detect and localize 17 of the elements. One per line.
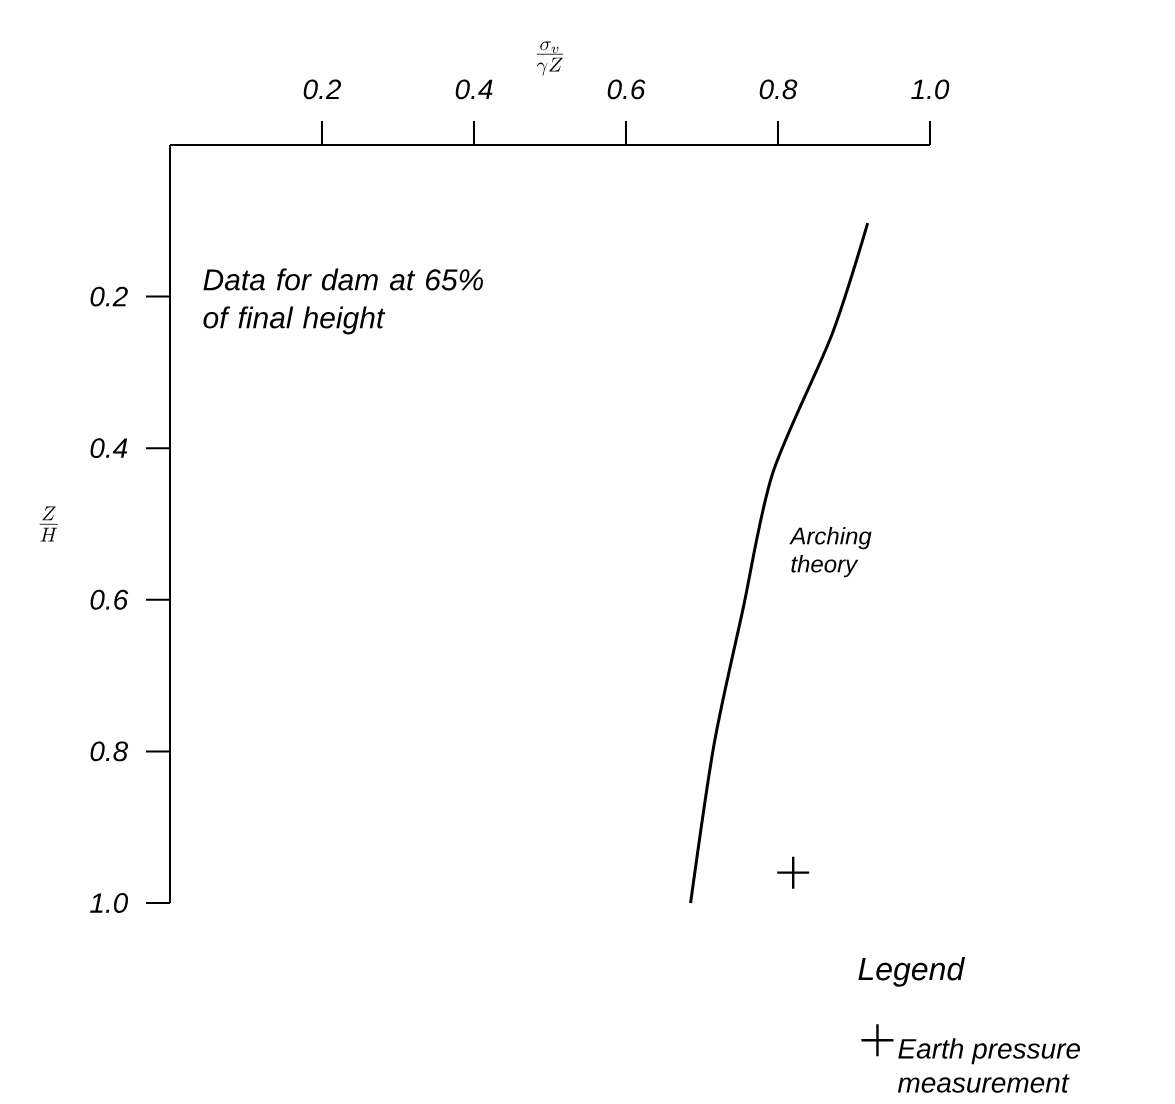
y-axis-title: $\frac{Z}{H}$ — [39, 506, 58, 542]
x-tick-label: 0.8 — [759, 79, 798, 100]
x-tick-label: 0.4 — [455, 79, 493, 100]
legend-label: Earth pressure measurement — [897, 1038, 1081, 1093]
y-tick-label: 0.8 — [90, 741, 129, 762]
x-tick-label: 0.2 — [303, 79, 342, 100]
x-tick-label: 1.0 — [911, 79, 950, 100]
series-label: Arching theory — [789, 526, 872, 578]
x-tick-label: 0.6 — [607, 79, 646, 100]
y-tick-label: 0.6 — [90, 589, 129, 610]
annotation: Data for dam at 65% of final height — [203, 268, 483, 335]
y-tick-label: 0.4 — [90, 438, 128, 459]
legend-title: Legend — [858, 956, 966, 987]
y-tick-label: 1.0 — [90, 893, 129, 913]
x-axis-title: $\frac{\sigma_v}{\gamma Z}$ — [536, 41, 564, 76]
line-series — [689, 221, 870, 905]
y-tick-label: 0.2 — [90, 286, 128, 307]
